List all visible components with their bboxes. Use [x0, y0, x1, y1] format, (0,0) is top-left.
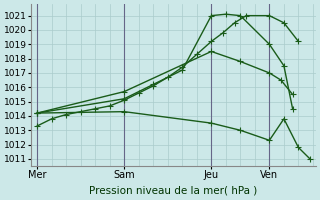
X-axis label: Pression niveau de la mer( hPa ): Pression niveau de la mer( hPa )	[90, 186, 258, 196]
